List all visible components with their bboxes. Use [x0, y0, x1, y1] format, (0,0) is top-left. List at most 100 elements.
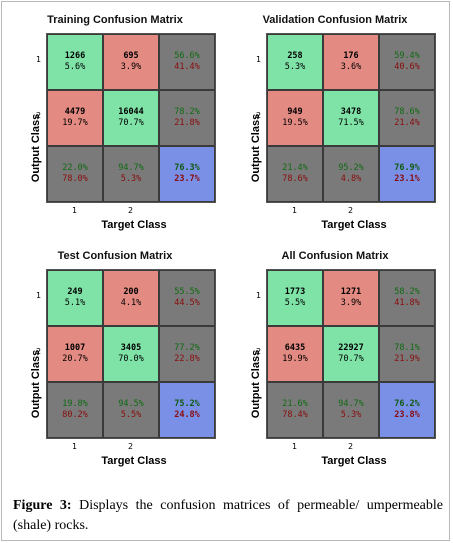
cell-value: 58.2% — [394, 287, 420, 297]
cell-value: 16044 — [118, 107, 144, 117]
matrix-cell: 75.2% 24.8% — [159, 382, 215, 438]
matrix-cell: 249 5.1% — [47, 270, 103, 326]
confusion-matrix-panel: Validation Confusion Matrix Output Class 2… — [222, 2, 448, 252]
cell-percent: 19.9% — [282, 354, 308, 364]
matrix-cell: 94.5% 5.5% — [103, 382, 159, 438]
cell-percent: 5.5% — [284, 298, 306, 308]
panel-title: Training Confusion Matrix — [47, 14, 183, 26]
cell-value: 21.6% — [282, 399, 308, 409]
matrix-cell: 76.9% 23.1% — [379, 146, 435, 202]
cell-percent: 41.4% — [174, 62, 200, 72]
y-tick-label: 2 — [36, 111, 42, 120]
cell-percent: 4.1% — [120, 298, 142, 308]
cell-value: 75.2% — [174, 399, 200, 409]
matrix-cell: 949 19.5% — [267, 90, 323, 146]
matrix-cell: 1007 20.7% — [47, 326, 103, 382]
cell-value: 56.6% — [174, 51, 200, 61]
matrix-cell: 77.2% 22.8% — [159, 326, 215, 382]
cell-percent: 5.3% — [120, 174, 142, 184]
y-tick-label: 1 — [256, 55, 262, 64]
cell-percent: 19.5% — [282, 118, 308, 128]
matrix-grid: 249 5.1% 200 4.1% 55.5% 44.5% 1007 20.7% 3405 70.… — [46, 269, 216, 439]
matrix-cell: 200 4.1% — [103, 270, 159, 326]
x-tick-label: 2 — [348, 206, 354, 215]
panel-title: Test Confusion Matrix — [57, 250, 173, 262]
cell-value: 200 — [123, 287, 139, 297]
cell-percent: 4.8% — [340, 174, 362, 184]
cell-value: 94.5% — [118, 399, 144, 409]
x-tick-label: 2 — [128, 442, 134, 451]
cell-value: 949 — [287, 107, 303, 117]
cell-value: 76.9% — [394, 163, 420, 173]
cell-percent: 40.6% — [394, 62, 420, 72]
y-axis-label: Output Class — [250, 349, 262, 419]
matrix-cell: 3405 70.0% — [103, 326, 159, 382]
matrix-cell: 95.2% 4.8% — [323, 146, 379, 202]
cell-percent: 70.7% — [338, 354, 364, 364]
matrix-cell: 21.6% 78.4% — [267, 382, 323, 438]
confusion-matrix-panel: Training Confusion Matrix Output Class 126… — [2, 2, 228, 252]
cell-value: 95.2% — [338, 163, 364, 173]
cell-value: 249 — [67, 287, 83, 297]
confusion-matrix-panel: Test Confusion Matrix Output Class 249 5.1%… — [2, 238, 228, 488]
y-tick-label: 2 — [256, 347, 262, 356]
cell-percent: 21.8% — [174, 118, 200, 128]
matrix-cell: 94.7% 5.3% — [323, 382, 379, 438]
cell-percent: 5.1% — [64, 298, 86, 308]
cell-percent: 23.1% — [394, 174, 420, 184]
cell-percent: 23.8% — [394, 410, 420, 420]
matrix-cell: 1266 5.6% — [47, 34, 103, 90]
cell-percent: 70.0% — [118, 354, 144, 364]
cell-value: 22.0% — [62, 163, 88, 173]
cell-percent: 3.9% — [120, 62, 142, 72]
cell-value: 695 — [123, 51, 139, 61]
matrix-cell: 58.2% 41.8% — [379, 270, 435, 326]
cell-value: 78.2% — [174, 107, 200, 117]
matrix-cell: 76.2% 23.8% — [379, 382, 435, 438]
matrix-cell: 22.0% 78.0% — [47, 146, 103, 202]
matrix-cell: 76.3% 23.7% — [159, 146, 215, 202]
cell-percent: 5.3% — [340, 410, 362, 420]
cell-value: 1007 — [64, 343, 86, 353]
y-tick-label: 1 — [36, 55, 42, 64]
cell-percent: 5.3% — [284, 62, 306, 72]
y-axis-label: Output Class — [30, 113, 42, 183]
x-tick-label: 1 — [292, 442, 298, 451]
cell-value: 176 — [343, 51, 359, 61]
matrix-cell: 1271 3.9% — [323, 270, 379, 326]
x-axis-label: Target Class — [101, 455, 167, 467]
matrix-cell: 1773 5.5% — [267, 270, 323, 326]
cell-percent: 71.5% — [338, 118, 364, 128]
confusion-matrix-panel: All Confusion Matrix Output Class 1773 5.5%… — [222, 238, 448, 488]
matrix-cell: 695 3.9% — [103, 34, 159, 90]
caption-text: Displays the confusion matrices of perme… — [13, 498, 443, 533]
y-tick-label: 1 — [256, 291, 262, 300]
cell-percent: 78.0% — [62, 174, 88, 184]
cell-value: 1773 — [284, 287, 306, 297]
cell-percent: 23.7% — [174, 174, 200, 184]
matrix-cell: 59.4% 40.6% — [379, 34, 435, 90]
cell-value: 59.4% — [394, 51, 420, 61]
matrix-grid: 1266 5.6% 695 3.9% 56.6% 41.4% 4479 19.7% 16044 7… — [46, 33, 216, 203]
matrix-cell: 78.2% 21.8% — [159, 90, 215, 146]
x-tick-label: 1 — [72, 206, 78, 215]
cell-value: 19.8% — [62, 399, 88, 409]
panel-title: Validation Confusion Matrix — [262, 14, 408, 26]
matrix-grid: 1773 5.5% 1271 3.9% 58.2% 41.8% 6435 19.9% 22927… — [266, 269, 436, 439]
cell-value: 1271 — [340, 287, 362, 297]
y-axis-label: Output Class — [250, 113, 262, 183]
cell-percent: 44.5% — [174, 298, 200, 308]
cell-percent: 78.4% — [282, 410, 308, 420]
cell-value: 78.6% — [394, 107, 420, 117]
y-tick-label: 2 — [256, 111, 262, 120]
matrix-cell: 4479 19.7% — [47, 90, 103, 146]
cell-percent: 24.8% — [174, 410, 200, 420]
cell-percent: 5.5% — [120, 410, 142, 420]
cell-percent: 78.6% — [282, 174, 308, 184]
cell-value: 1266 — [64, 51, 86, 61]
y-tick-label: 2 — [36, 347, 42, 356]
matrix-cell: 21.4% 78.6% — [267, 146, 323, 202]
cell-percent: 3.9% — [340, 298, 362, 308]
matrix-grid: 258 5.3% 176 3.6% 59.4% 40.6% 949 19.5% 3478 71.5… — [266, 33, 436, 203]
